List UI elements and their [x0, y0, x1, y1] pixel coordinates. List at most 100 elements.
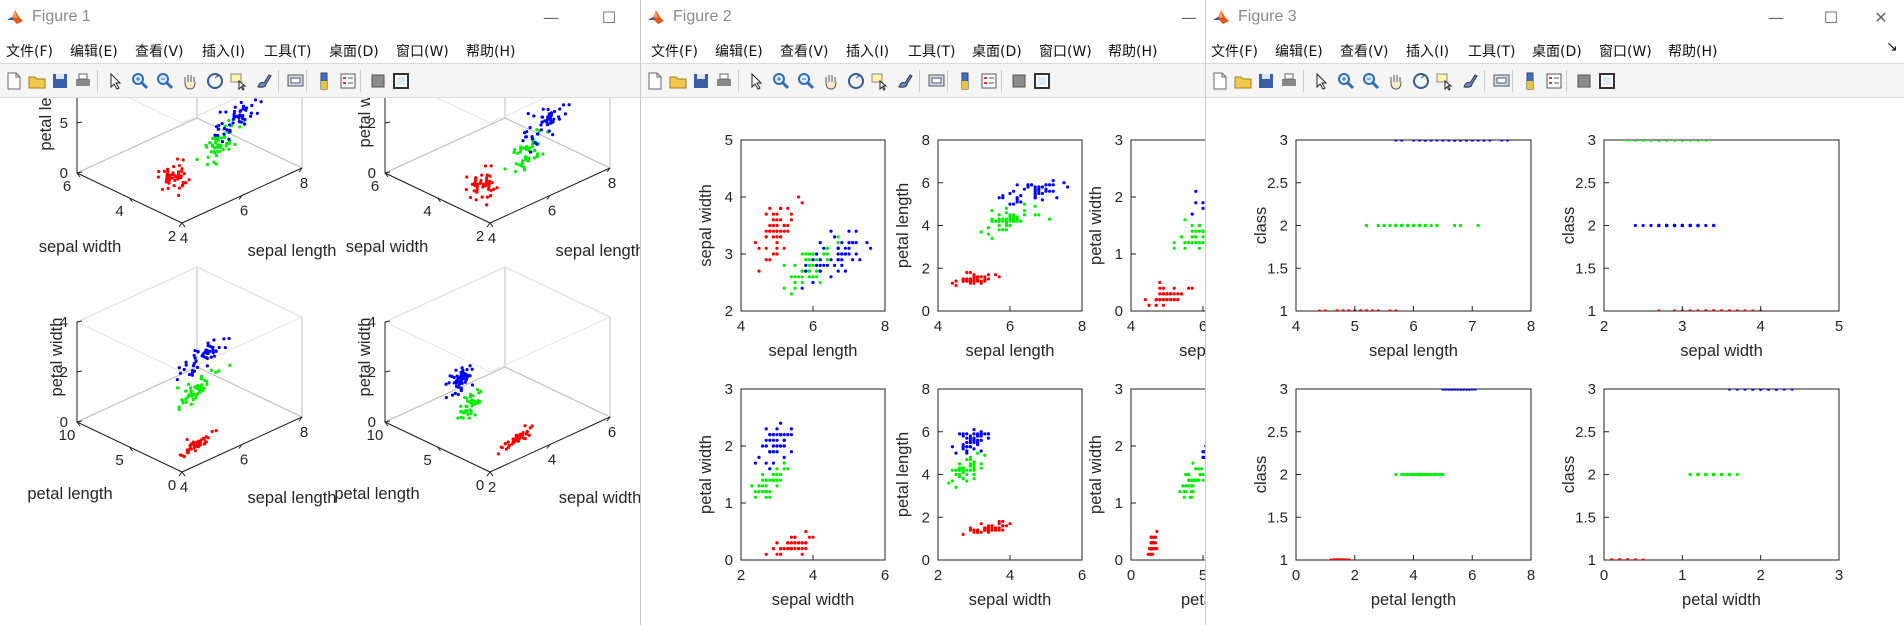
hide-plot-tools-icon[interactable] [368, 71, 388, 91]
colorbar-icon[interactable] [314, 71, 334, 91]
menu-tools[interactable]: 工具(T) [264, 44, 312, 60]
colorbar-icon[interactable] [955, 71, 975, 91]
rotate-3d-icon[interactable] [1411, 71, 1431, 91]
menu-edit[interactable]: 编辑(E) [1275, 44, 1323, 60]
y-axis-label: class [1560, 207, 1578, 245]
pan-icon[interactable] [1386, 71, 1406, 91]
zoom-in-icon[interactable] [771, 71, 791, 91]
hide-plot-tools-icon[interactable] [1009, 71, 1029, 91]
pan-icon[interactable] [821, 71, 841, 91]
data-cursor-icon[interactable] [870, 71, 890, 91]
link-plot-icon[interactable] [1492, 71, 1512, 91]
figure-3-titlebar[interactable]: Figure 3 — ☐ ✕ [1206, 0, 1904, 34]
axes-sepal-width-vs-sepal-length[interactable]: 4 6 8 2 3 4 5 sepal length sepal width [697, 132, 889, 360]
menu-insert[interactable]: 插入(I) [1406, 44, 1450, 60]
print-icon[interactable] [1279, 71, 1299, 91]
rotate-3d-icon[interactable] [846, 71, 866, 91]
legend-icon[interactable] [338, 71, 358, 91]
print-icon[interactable] [714, 71, 734, 91]
close-button[interactable]: ✕ [1874, 7, 1888, 27]
print-icon[interactable] [73, 71, 93, 91]
minimize-button[interactable]: — [1181, 7, 1197, 27]
maximize-button[interactable]: ☐ [1823, 7, 1839, 27]
open-file-icon[interactable] [668, 71, 688, 91]
menu-view[interactable]: 查看(V) [135, 44, 184, 60]
axes-petal-length-vs-sepal-length[interactable]: 4 6 8 0 2 4 6 8 sepal length petal length [894, 132, 1086, 360]
link-plot-icon[interactable] [927, 71, 947, 91]
menu-window[interactable]: 窗口(W) [1599, 44, 1652, 60]
zoom-out-icon[interactable] [796, 71, 816, 91]
pointer-icon[interactable] [105, 71, 125, 91]
data-cursor-icon[interactable] [1435, 71, 1455, 91]
figure-1-titlebar[interactable]: Figure 1 — ☐ [0, 0, 640, 34]
axes-class-vs-sepal-length[interactable]: 4 5 6 7 8 1 1.5 2 2.5 3 sepal length class [1252, 132, 1535, 360]
new-file-icon[interactable] [4, 71, 24, 91]
axes-petal-width-vs-sepal-l[interactable]: 4 6 0 1 2 3 sepal l petal width [1087, 132, 1205, 360]
maximize-button[interactable]: ☐ [601, 7, 617, 27]
menu-desktop[interactable]: 桌面(D) [1532, 44, 1582, 60]
save-icon[interactable] [1256, 71, 1276, 91]
axes-class-vs-petal-length[interactable]: 0 2 4 6 8 1 1.5 2 2.5 3 petal length class [1252, 381, 1535, 609]
zoom-in-icon[interactable] [130, 71, 150, 91]
hide-plot-tools-icon[interactable] [1574, 71, 1594, 91]
link-plot-icon[interactable] [286, 71, 306, 91]
menu-insert[interactable]: 插入(I) [202, 44, 246, 60]
menu-help[interactable]: 帮助(H) [1108, 44, 1158, 60]
menu-window[interactable]: 窗口(W) [396, 44, 449, 60]
axes-petal-width-vs-sepal-width[interactable]: 2 4 6 0 1 2 3 sepal width petal width [697, 381, 889, 609]
open-file-icon[interactable] [1233, 71, 1253, 91]
data-cursor-icon[interactable] [229, 71, 249, 91]
pointer-icon[interactable] [1311, 71, 1331, 91]
menu-file[interactable]: 文件(F) [6, 44, 53, 60]
new-file-icon[interactable] [1210, 71, 1230, 91]
figure-2-canvas[interactable]: 4 6 8 2 3 4 5 sepal length sepal width 4 6 8 0 2 4 6 8 se… [641, 98, 1205, 625]
colorbar-icon[interactable] [1520, 71, 1540, 91]
minimize-button[interactable]: — [543, 7, 559, 27]
save-icon[interactable] [50, 71, 70, 91]
show-plot-tools-icon[interactable] [391, 71, 411, 91]
zoom-in-icon[interactable] [1336, 71, 1356, 91]
menu-help[interactable]: 帮助(H) [1668, 44, 1718, 60]
figure-3-canvas[interactable]: 4 5 6 7 8 1 1.5 2 2.5 3 sepal length class 2 3 4 5 1 1.5 2… [1206, 98, 1904, 625]
menu-file[interactable]: 文件(F) [1211, 44, 1258, 60]
open-file-icon[interactable] [27, 71, 47, 91]
menu-file[interactable]: 文件(F) [651, 44, 698, 60]
menu-help[interactable]: 帮助(H) [466, 44, 516, 60]
menu-view[interactable]: 查看(V) [780, 44, 829, 60]
menu-view[interactable]: 查看(V) [1340, 44, 1389, 60]
save-icon[interactable] [691, 71, 711, 91]
show-plot-tools-icon[interactable] [1032, 71, 1052, 91]
menu-desktop[interactable]: 桌面(D) [972, 44, 1022, 60]
menu-window[interactable]: 窗口(W) [1039, 44, 1092, 60]
new-file-icon[interactable] [645, 71, 665, 91]
dock-arrow-icon[interactable]: ↘ [1886, 39, 1898, 55]
pan-icon[interactable] [180, 71, 200, 91]
rotate-3d-icon[interactable] [205, 71, 225, 91]
brush-icon[interactable] [1460, 71, 1480, 91]
menu-tools[interactable]: 工具(T) [1468, 44, 1516, 60]
minimize-button[interactable]: — [1768, 7, 1784, 27]
menu-tools[interactable]: 工具(T) [908, 44, 956, 60]
zoom-out-icon[interactable] [155, 71, 175, 91]
zoom-out-icon[interactable] [1361, 71, 1381, 91]
pointer-icon[interactable] [746, 71, 766, 91]
show-plot-tools-icon[interactable] [1597, 71, 1617, 91]
axes-class-vs-sepal-width[interactable]: 2 3 4 5 1 1.5 2 2.5 3 sepal width class [1560, 132, 1843, 360]
menu-edit[interactable]: 编辑(E) [715, 44, 763, 60]
figure-2-titlebar[interactable]: Figure 2 — [641, 0, 1205, 34]
menu-desktop[interactable]: 桌面(D) [329, 44, 379, 60]
axes-petal-width-vs-petal-l[interactable]: 0 5 0 1 2 3 petal l petal width [1087, 381, 1205, 609]
legend-icon[interactable] [979, 71, 999, 91]
brush-icon[interactable] [895, 71, 915, 91]
menu-edit[interactable]: 编辑(E) [70, 44, 118, 60]
legend-icon[interactable] [1544, 71, 1564, 91]
brush-icon[interactable] [254, 71, 274, 91]
menu-insert[interactable]: 插入(I) [846, 44, 890, 60]
